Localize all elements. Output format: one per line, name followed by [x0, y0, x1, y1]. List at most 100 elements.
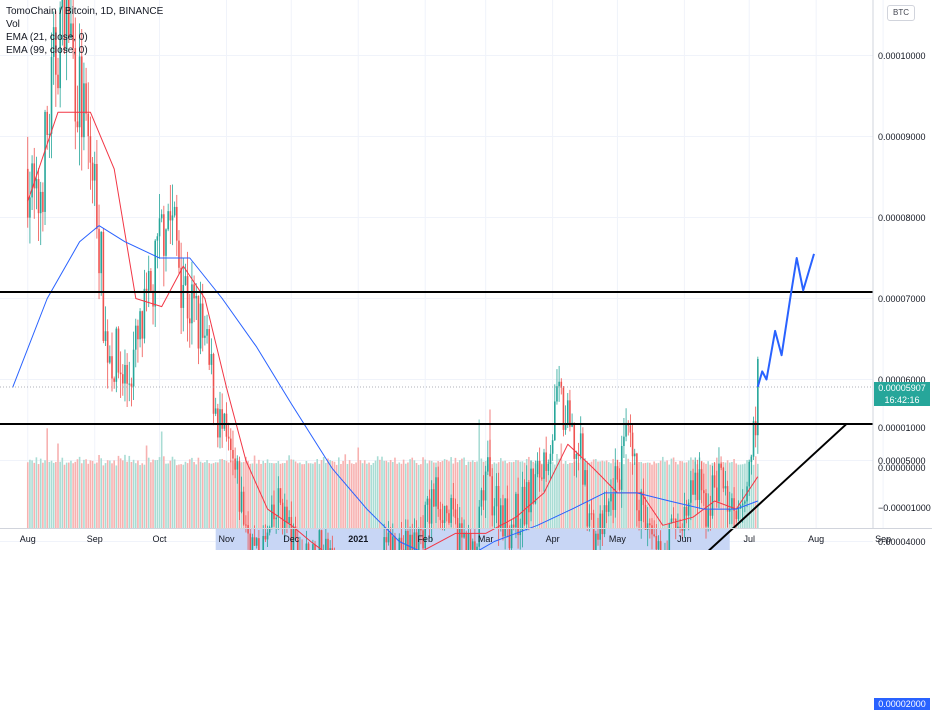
candle-body [688, 503, 690, 516]
volume-bar [392, 462, 394, 528]
volume-bar [753, 465, 755, 528]
volume-bar [40, 459, 42, 528]
candle-body [440, 509, 442, 520]
volume-bar [226, 461, 228, 528]
volume-bar [131, 462, 133, 528]
volume-bar [100, 458, 102, 528]
chart-legend: TomoChain / Bitcoin, 1D, BINANCE Vol EMA… [6, 5, 163, 57]
volume-bar [66, 463, 68, 528]
candle-body [135, 326, 137, 350]
candle-body [651, 525, 653, 534]
candle-body [539, 461, 541, 478]
volume-bar [403, 460, 405, 528]
volume-bar [411, 458, 413, 528]
time-tick-label: Aug [808, 534, 824, 544]
candle-body [92, 163, 94, 181]
candle-body [591, 513, 593, 514]
candle-body [753, 421, 755, 456]
candle-body [137, 326, 139, 340]
candle-body [727, 486, 729, 512]
volume-bar [319, 464, 321, 528]
candle-body [543, 452, 545, 478]
candle-body [459, 523, 461, 550]
volume-bar [172, 457, 174, 528]
volume-bar [83, 460, 85, 528]
volume-bar [176, 465, 178, 528]
legend-ema99[interactable]: EMA (99, close, 0) [6, 44, 163, 57]
candle-body [51, 57, 53, 134]
candle-body [474, 541, 476, 550]
candle-body [558, 382, 560, 386]
candle-body [552, 440, 554, 454]
candle-body [742, 504, 744, 506]
candle-body [77, 121, 79, 127]
volume-bar [70, 461, 72, 528]
candle-body [470, 533, 472, 549]
volume-bar [85, 459, 87, 528]
volume-bar [418, 465, 420, 528]
candle-body [638, 510, 640, 521]
volume-bar [351, 463, 353, 528]
currency-unit-button[interactable]: BTC [887, 5, 915, 21]
volume-bar [377, 456, 379, 528]
price-tick-label: 0.00010000 [878, 51, 926, 61]
volume-bar [401, 464, 403, 528]
volume-bar [327, 459, 329, 528]
volume-bar [31, 460, 33, 528]
volume-bar [33, 463, 35, 528]
candle-body [204, 336, 206, 338]
candle-body [701, 469, 703, 490]
candle-body [684, 507, 686, 531]
legend-symbol[interactable]: TomoChain / Bitcoin, 1D, BINANCE [6, 5, 163, 18]
volume-bar [224, 460, 226, 528]
volume-bar [340, 464, 342, 528]
volume-bar [314, 462, 316, 528]
candle-body [44, 112, 46, 212]
candle-body [390, 533, 392, 550]
candle-body [554, 401, 556, 440]
volume-bar [362, 463, 364, 528]
candle-body [537, 461, 539, 474]
candle-body [79, 56, 81, 127]
volume-bar [472, 460, 474, 528]
volume-tick-label: 0.00001000 [878, 423, 926, 433]
candle-body [407, 531, 409, 550]
volume-bar [211, 464, 213, 528]
candle-body [556, 386, 558, 401]
candle-body [496, 486, 498, 506]
volume-bar [357, 448, 359, 529]
volume-bar [407, 462, 409, 528]
volume-bar [310, 463, 312, 528]
candle-body [278, 488, 280, 517]
candle-body [491, 476, 493, 515]
volume-bar [405, 464, 407, 528]
volume-bar [219, 459, 221, 528]
volume-bar [53, 463, 55, 528]
time-tick-label: Apr [546, 534, 560, 544]
candle-body [513, 525, 515, 528]
volume-bar [51, 461, 53, 528]
volume-bar [580, 456, 582, 528]
legend-ema21[interactable]: EMA (21, close, 0) [6, 31, 163, 44]
candle-body [243, 492, 245, 525]
volume-bar [595, 459, 597, 528]
candle-body [735, 511, 737, 519]
candle-body [465, 533, 467, 550]
candle-body [444, 506, 446, 523]
volume-bar [122, 460, 124, 528]
volume-bar [308, 463, 310, 528]
candle-body [593, 513, 595, 550]
time-tick-label: Sep [875, 534, 891, 544]
price-chart[interactable]: 0.000110000.000100000.000090000.00008000… [0, 0, 932, 550]
candle-body [176, 207, 178, 241]
candle-body [230, 439, 232, 450]
legend-vol[interactable]: Vol [6, 18, 163, 31]
candle-body [217, 408, 219, 437]
candle-body [159, 218, 161, 236]
volume-bar [668, 465, 670, 528]
volume-bar [79, 457, 81, 528]
candle-body [681, 529, 683, 531]
candle-body [712, 475, 714, 515]
candle-body [690, 480, 692, 502]
volume-bar [757, 464, 759, 528]
